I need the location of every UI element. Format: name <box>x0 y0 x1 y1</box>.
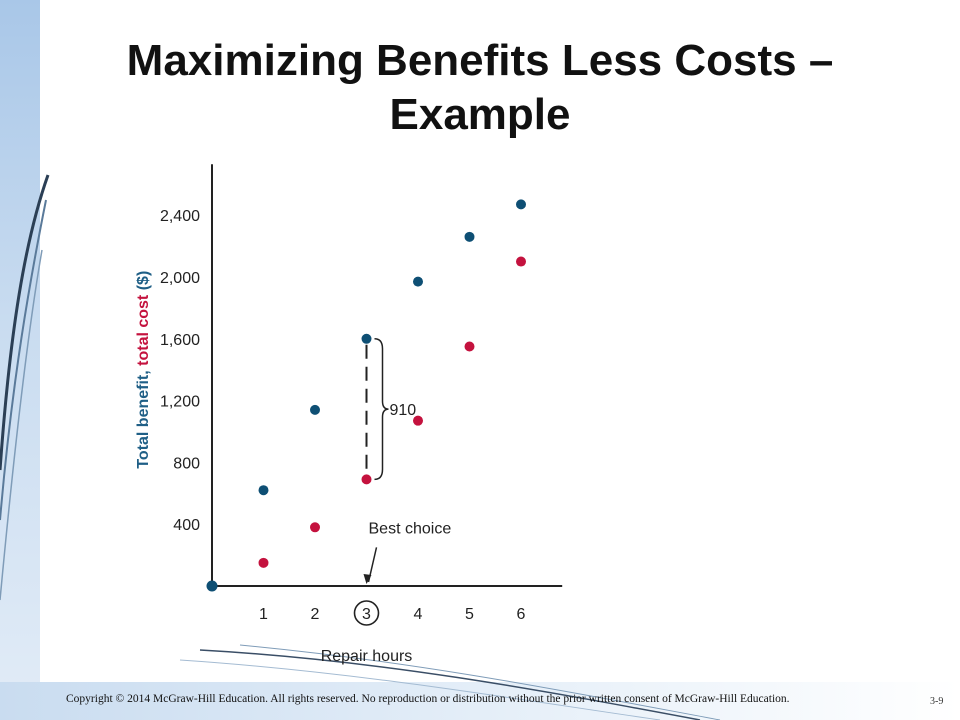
left-decor-band <box>0 0 40 720</box>
x-tick-label: 1 <box>259 606 268 623</box>
x-tick-label: 2 <box>311 606 320 623</box>
benefit-point <box>516 199 526 210</box>
benefit-point <box>258 485 269 496</box>
x-tick-label: 4 <box>414 606 423 623</box>
y-tick-label: 1,200 <box>160 394 200 411</box>
cost-point <box>258 557 269 568</box>
best-choice-label: Best choice <box>369 520 452 537</box>
y-axis-label: Total benefit, total cost ($) <box>135 271 152 469</box>
footer-band <box>0 682 960 720</box>
x-tick-label: 3 <box>362 606 371 623</box>
x-axis-label: Repair hours <box>321 648 413 665</box>
x-tick-label: 6 <box>517 606 526 623</box>
difference-label: 910 <box>390 402 417 419</box>
cost-point <box>464 341 475 352</box>
scatter-chart: 1 2 3 4 5 6 400 800 1,200 1,600 2,000 2,400 Total be… <box>135 164 563 665</box>
x-tick-label: 5 <box>465 606 474 623</box>
y-tick-label: 2,000 <box>160 270 200 287</box>
copyright-text: Copyright © 2014 McGraw-Hill Education. … <box>66 693 790 705</box>
y-tick-label: 1,600 <box>160 332 200 349</box>
best-choice-arrow-head <box>363 574 372 584</box>
difference-bracket <box>374 338 389 481</box>
cost-point <box>516 256 526 267</box>
cost-point <box>361 474 372 485</box>
best-choice-circle <box>353 600 380 626</box>
y-axis-label-part: total cost <box>135 294 152 366</box>
y-tick-label: 800 <box>173 455 200 472</box>
benefit-point <box>361 333 372 344</box>
y-axis-label-part: Total benefit, <box>135 366 152 469</box>
benefit-point <box>464 231 475 242</box>
y-axis-label-part: ($) <box>135 271 152 295</box>
page-number: 3-9 <box>930 696 944 707</box>
slide-title: Maximizing Benefits Less Costs – Example <box>126 36 834 139</box>
cost-point <box>413 415 423 426</box>
y-tick-label: 2,400 <box>160 208 200 225</box>
benefit-point <box>310 404 320 415</box>
cost-point <box>310 522 320 533</box>
y-tick-label: 400 <box>173 517 200 534</box>
origin-point <box>206 580 218 592</box>
benefit-point <box>413 276 423 287</box>
